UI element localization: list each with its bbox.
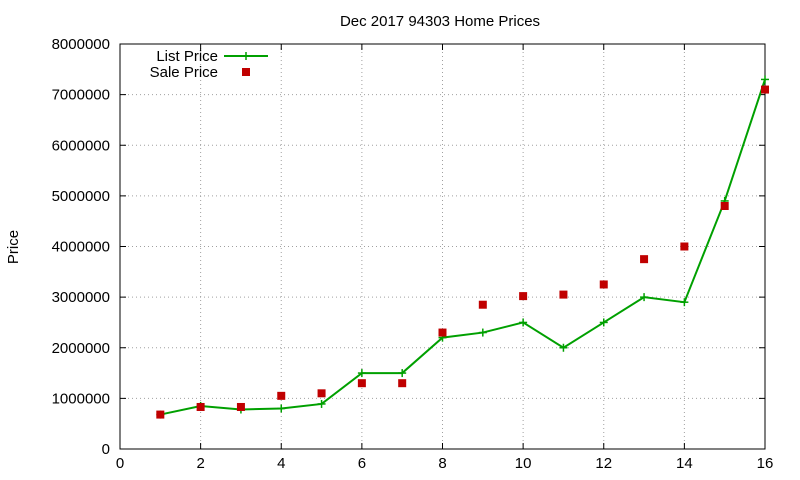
list-price-point xyxy=(357,369,366,378)
axes xyxy=(119,43,766,450)
y-tick-label: 7000000 xyxy=(52,87,110,104)
y-tick-label: 6000000 xyxy=(52,137,110,154)
list-price-point xyxy=(761,75,769,84)
list-price-point xyxy=(680,298,689,307)
sale-price-point xyxy=(519,292,528,301)
legend-square-marker xyxy=(242,68,250,76)
chart-title: Dec 2017 94303 Home Prices xyxy=(340,13,540,30)
sale-price-point xyxy=(761,85,769,94)
sale-price-point xyxy=(680,242,689,251)
list-price-line xyxy=(160,79,766,416)
legend-label: Sale Price xyxy=(150,64,218,81)
y-tick-label: 1000000 xyxy=(52,390,110,407)
sale-price-point xyxy=(277,391,286,400)
list-price-point xyxy=(398,369,407,378)
sale-price-point xyxy=(438,328,447,337)
x-tick-label: 8 xyxy=(438,455,446,472)
sale-price-point xyxy=(559,290,568,299)
sale-price-point xyxy=(478,300,487,309)
y-axis-label: Price xyxy=(5,230,22,264)
sale-price-point xyxy=(599,280,608,289)
x-tick-label: 10 xyxy=(515,455,532,472)
tick-labels: 0 2 4 6 8 10 12 14 16 0 1000000 2000000 3000000 40000… xyxy=(52,36,774,472)
list-price-point xyxy=(640,293,649,302)
x-tick-label: 0 xyxy=(116,455,124,472)
sale-price-point xyxy=(317,389,326,398)
y-tick-label: 2000000 xyxy=(52,340,110,357)
list-price-point xyxy=(317,399,326,408)
x-tick-label: 6 xyxy=(358,455,366,472)
legend-plus-marker xyxy=(242,52,250,60)
sale-price-point xyxy=(236,402,245,411)
sale-price-point xyxy=(398,379,407,388)
y-tick-label: 4000000 xyxy=(52,239,110,256)
sale-price-point xyxy=(357,379,366,388)
x-tick-label: 14 xyxy=(676,455,693,472)
x-tick-label: 2 xyxy=(196,455,204,472)
series-2 xyxy=(156,85,769,419)
x-tick-label: 12 xyxy=(595,455,612,472)
list-price-point xyxy=(559,343,568,352)
list-price-point xyxy=(599,318,608,327)
x-tick-label: 4 xyxy=(277,455,285,472)
y-tick-label: 3000000 xyxy=(52,289,110,306)
series-1 xyxy=(156,75,769,419)
list-price-point xyxy=(277,404,286,413)
list-price-point xyxy=(478,328,487,337)
y-tick-label: 5000000 xyxy=(52,188,110,205)
sale-price-point xyxy=(156,410,165,419)
x-tick-label: 16 xyxy=(757,455,774,472)
sale-price-point xyxy=(196,402,205,411)
data-series xyxy=(156,75,769,419)
legend-label: List Price xyxy=(156,48,218,65)
sale-price-point xyxy=(720,202,729,210)
list-price-point xyxy=(519,318,528,327)
y-tick-label: 8000000 xyxy=(52,36,110,53)
sale-price-point xyxy=(640,255,649,264)
y-tick-label: 0 xyxy=(102,441,110,458)
